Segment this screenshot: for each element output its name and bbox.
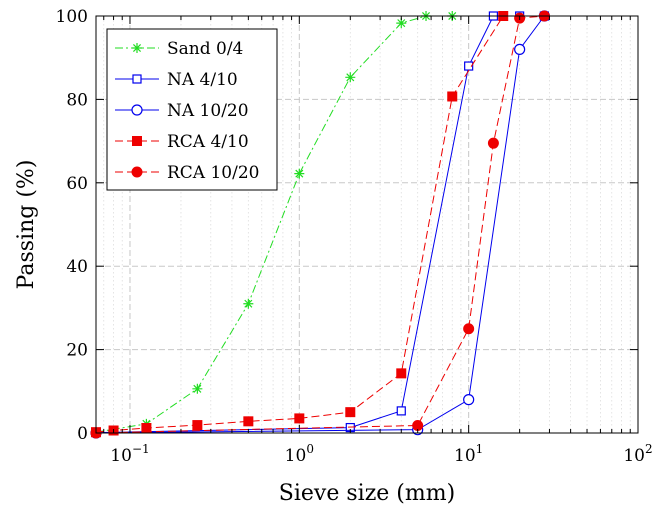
data-point — [412, 419, 424, 431]
data-point — [345, 72, 356, 83]
legend-marker — [132, 74, 142, 84]
data-point — [243, 298, 254, 309]
y-tick-label: 0 — [77, 424, 88, 444]
y-tick-label: 40 — [66, 257, 88, 277]
y-tick-label: 60 — [66, 174, 88, 194]
data-point — [243, 416, 254, 427]
legend-label: RCA 10/20 — [167, 163, 259, 183]
x-tick-label: 10−1 — [110, 442, 149, 466]
data-point — [487, 137, 499, 149]
data-point — [514, 43, 526, 55]
x-tick-label: 100 — [285, 442, 314, 466]
x-tick-label: 102 — [623, 442, 652, 466]
axis-ticks — [96, 15, 638, 434]
grid — [96, 16, 638, 433]
data-point — [345, 407, 356, 418]
data-point — [463, 394, 475, 406]
axis-tick-labels: 0 20 40 60 80 100 10−1 100 101 102 — [56, 7, 653, 466]
data-point — [396, 368, 407, 379]
x-axis-title: Sieve size (mm) — [279, 481, 455, 506]
series-line — [95, 15, 504, 433]
legend-label: NA 10/20 — [167, 101, 249, 121]
x-tick-label: 101 — [454, 442, 483, 466]
y-tick-label: 80 — [66, 90, 88, 110]
y-axis-title: Passing (%) — [14, 160, 39, 290]
data-point — [192, 383, 203, 394]
data-point — [141, 422, 152, 433]
data-point — [396, 406, 406, 416]
data-point — [463, 323, 475, 335]
legend-marker — [131, 166, 143, 178]
data-point — [396, 18, 407, 29]
legend-label: RCA 4/10 — [167, 132, 249, 152]
y-tick-label: 20 — [66, 341, 88, 361]
plot-area-frame — [95, 15, 639, 434]
series-line — [95, 15, 453, 433]
data-point — [192, 420, 203, 431]
data-point — [294, 168, 305, 179]
legend-label: Sand 0/4 — [167, 39, 243, 59]
legend-marker — [131, 104, 143, 116]
y-tick-label: 100 — [56, 7, 88, 27]
legend-marker — [132, 136, 142, 146]
legend-marker — [132, 43, 142, 53]
data-point — [294, 413, 305, 424]
legend-label: NA 4/10 — [167, 70, 238, 90]
data-point — [447, 91, 458, 102]
legend: Sand 0/4 NA 4/10 NA 10/20 RCA 4/10 RCA 10/20 — [106, 28, 278, 191]
